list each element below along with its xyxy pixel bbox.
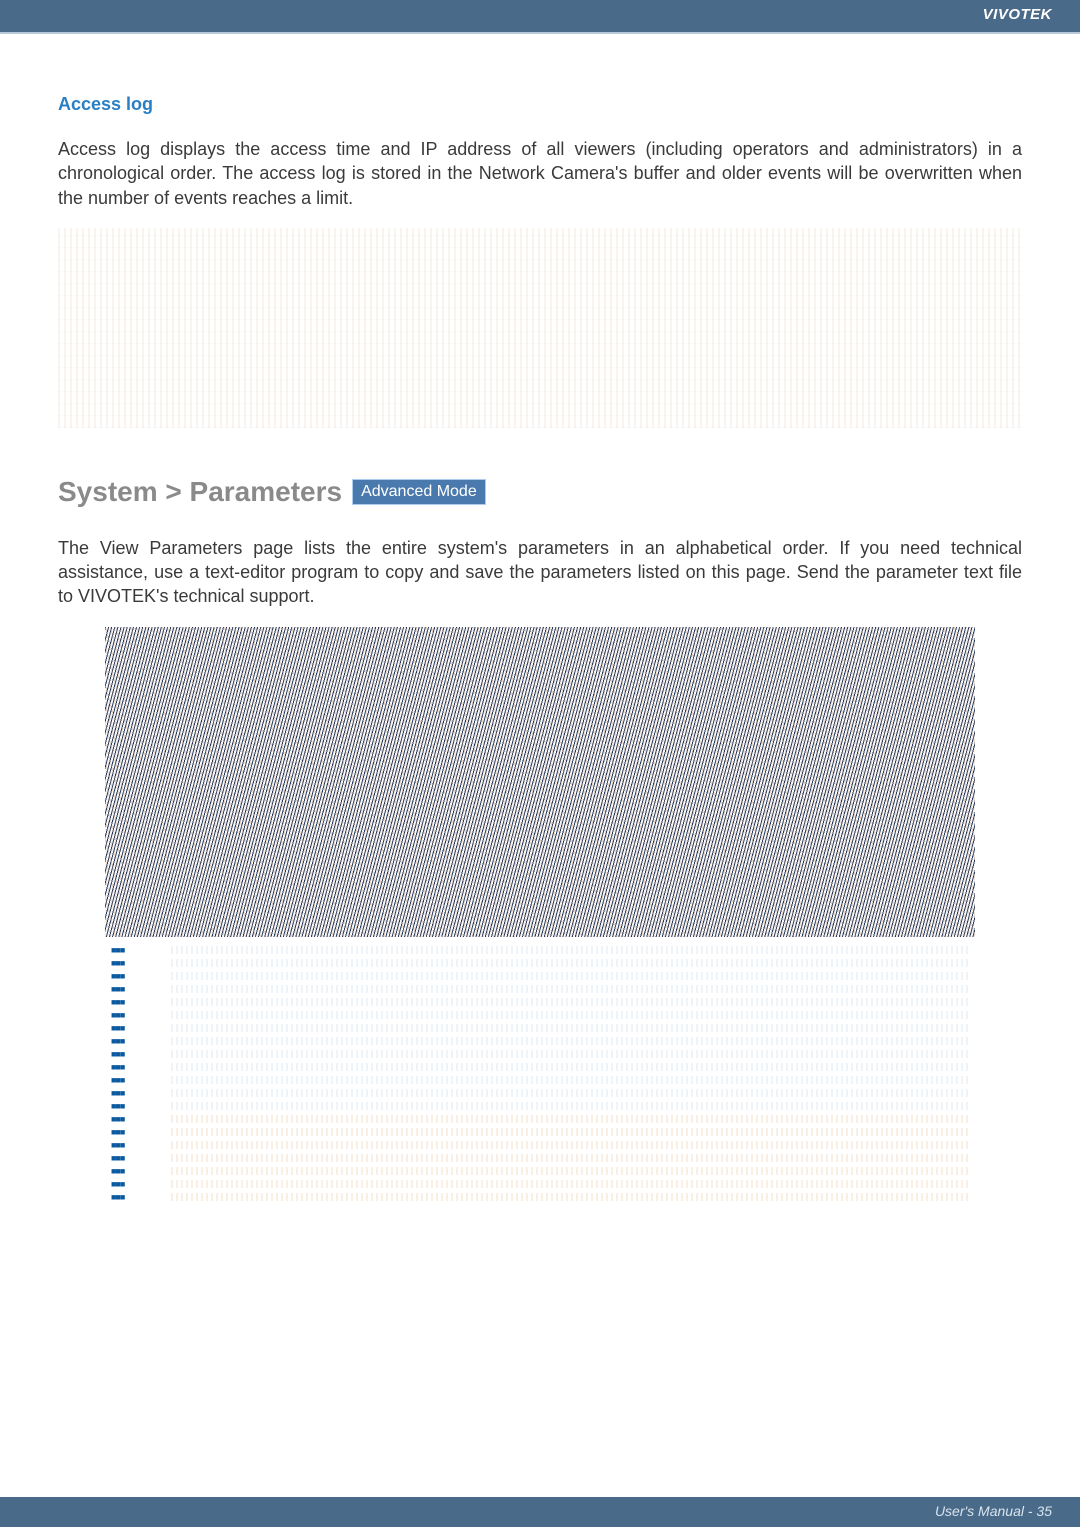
param-value-blur — [171, 1193, 969, 1201]
param-bullet: ■■■ — [111, 1153, 141, 1163]
brand-label: VIVOTEK — [983, 6, 1052, 23]
param-bullet: ■■■ — [111, 1088, 141, 1098]
param-row: ■■■ — [111, 1153, 969, 1163]
param-row: ■■■ — [111, 1179, 969, 1189]
param-bullet: ■■■ — [111, 1114, 141, 1124]
param-row: ■■■ — [111, 1192, 969, 1202]
param-row: ■■■ — [111, 958, 969, 968]
param-row: ■■■ — [111, 1023, 969, 1033]
page-content: Access log Access log displays the acces… — [0, 34, 1080, 1212]
access-log-paragraph: Access log displays the access time and … — [58, 137, 1022, 210]
param-bullet: ■■■ — [111, 1179, 141, 1189]
param-value-blur — [171, 972, 969, 980]
param-value-blur — [171, 1037, 969, 1045]
param-bullet: ■■■ — [111, 1140, 141, 1150]
param-value-blur — [171, 998, 969, 1006]
param-value-blur — [171, 1128, 969, 1136]
param-row: ■■■ — [111, 984, 969, 994]
parameters-heading: System > Parameters — [58, 476, 342, 508]
param-value-blur — [171, 1141, 969, 1149]
header-bar: VIVOTEK — [0, 0, 1080, 32]
param-bullet: ■■■ — [111, 1192, 141, 1202]
param-value-blur — [171, 1076, 969, 1084]
param-row: ■■■ — [111, 1101, 969, 1111]
param-value-blur — [171, 1102, 969, 1110]
param-row: ■■■ — [111, 1088, 969, 1098]
param-row: ■■■ — [111, 1036, 969, 1046]
param-bullet: ■■■ — [111, 1036, 141, 1046]
param-value-blur — [171, 1011, 969, 1019]
param-value-blur — [171, 1063, 969, 1071]
param-value-blur — [171, 1180, 969, 1188]
param-bullet: ■■■ — [111, 1166, 141, 1176]
param-row: ■■■ — [111, 1075, 969, 1085]
param-bullet: ■■■ — [111, 958, 141, 968]
footer-text: User's Manual - 35 — [935, 1503, 1052, 1519]
param-row: ■■■ — [111, 971, 969, 981]
param-row: ■■■ — [111, 1166, 969, 1176]
param-bullet: ■■■ — [111, 971, 141, 981]
parameters-screenshot: ■■■ ■■■ ■■■ ■■■ ■■■ ■■■ ■■■ ■■■ ■■■ ■■■ ■■■ ■■■ ■■■ ■… — [105, 627, 975, 1212]
param-value-blur — [171, 1154, 969, 1162]
param-row: ■■■ — [111, 1049, 969, 1059]
param-value-blur — [171, 1167, 969, 1175]
param-bullet: ■■■ — [111, 1101, 141, 1111]
access-log-heading: Access log — [58, 94, 1022, 115]
param-row: ■■■ — [111, 1140, 969, 1150]
param-bullet: ■■■ — [111, 1010, 141, 1020]
param-row: ■■■ — [111, 997, 969, 1007]
param-row: ■■■ — [111, 945, 969, 955]
param-bullet: ■■■ — [111, 997, 141, 1007]
param-value-blur — [171, 1089, 969, 1097]
param-bullet: ■■■ — [111, 1127, 141, 1137]
param-value-blur — [171, 985, 969, 993]
param-row: ■■■ — [111, 1127, 969, 1137]
param-bullet: ■■■ — [111, 1062, 141, 1072]
param-value-blur — [171, 946, 969, 954]
parameters-paragraph: The View Parameters page lists the entir… — [58, 536, 1022, 609]
advanced-mode-badge: Advanced Mode — [352, 479, 486, 505]
param-bullet: ■■■ — [111, 1075, 141, 1085]
parameters-screenshot-bottom: ■■■ ■■■ ■■■ ■■■ ■■■ ■■■ ■■■ ■■■ ■■■ ■■■ ■■■ ■■■ ■■■ ■… — [105, 937, 975, 1212]
param-value-blur — [171, 1115, 969, 1123]
footer-bar: User's Manual - 35 — [0, 1497, 1080, 1527]
access-log-screenshot — [58, 228, 1022, 428]
param-row: ■■■ — [111, 1010, 969, 1020]
param-value-blur — [171, 1024, 969, 1032]
param-bullet: ■■■ — [111, 1023, 141, 1033]
param-row: ■■■ — [111, 1114, 969, 1124]
param-row: ■■■ — [111, 1062, 969, 1072]
param-value-blur — [171, 1050, 969, 1058]
param-bullet: ■■■ — [111, 984, 141, 994]
parameters-screenshot-top — [105, 627, 975, 937]
parameters-heading-row: System > Parameters Advanced Mode — [58, 476, 1022, 508]
param-bullet: ■■■ — [111, 945, 141, 955]
param-bullet: ■■■ — [111, 1049, 141, 1059]
param-value-blur — [171, 959, 969, 967]
